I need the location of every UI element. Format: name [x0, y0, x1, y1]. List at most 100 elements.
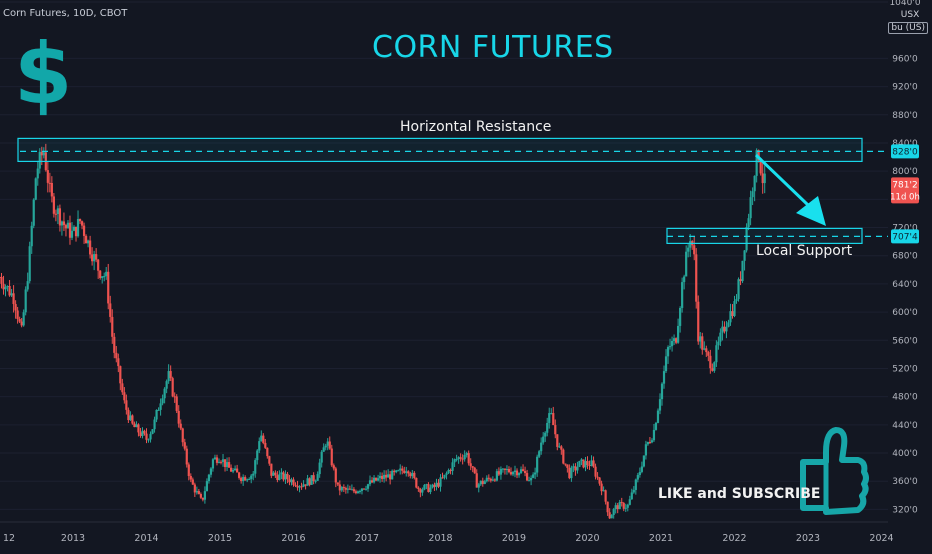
candle-body	[626, 504, 629, 508]
candle-body	[513, 470, 517, 473]
time-axis: 12 2013 2014 2015 2016 2017 2018 2019 2020 2021 20…	[0, 521, 894, 544]
candle-body	[378, 475, 382, 479]
candle-body	[751, 191, 754, 198]
candle-body	[334, 468, 337, 483]
candle-body	[453, 459, 456, 463]
candle-body	[427, 484, 430, 493]
candle-body	[499, 468, 503, 475]
candle-body	[242, 477, 245, 482]
candle-body	[161, 398, 164, 404]
candle-body	[584, 461, 587, 468]
candle-body	[648, 442, 652, 444]
candle-body	[179, 423, 182, 429]
support-price-tag-bg	[891, 229, 919, 244]
candle-body	[675, 338, 678, 343]
candle-body	[664, 356, 668, 372]
candle-body	[50, 182, 53, 197]
candle-body	[20, 321, 23, 326]
candle-body	[262, 435, 265, 443]
candle-body	[554, 425, 557, 435]
candle-body	[590, 460, 593, 466]
candle-body	[459, 457, 462, 459]
candle-body	[747, 218, 750, 228]
candle-body	[465, 453, 468, 455]
candle-body	[201, 497, 204, 500]
candle-body	[272, 472, 275, 476]
candle-body	[662, 371, 666, 384]
candle-body	[141, 430, 144, 436]
candle-body	[578, 460, 581, 467]
candle-body	[181, 428, 184, 443]
candle-body	[258, 441, 261, 451]
candle-body	[350, 489, 353, 491]
candle-body	[534, 472, 537, 475]
candle-body	[515, 470, 519, 476]
candle-body	[586, 461, 589, 466]
candle-body	[485, 477, 488, 482]
candle-body	[209, 468, 213, 475]
candle-body	[260, 435, 263, 442]
candle-body	[753, 175, 756, 192]
candle-body	[332, 465, 335, 469]
resistance-price-tag: 828'0	[892, 147, 918, 157]
candle-body	[395, 470, 398, 473]
candle-body	[449, 470, 452, 472]
candle-body	[372, 477, 376, 483]
candle-body	[28, 246, 31, 282]
resistance-zone	[17, 137, 863, 163]
thumbs-up-icon[interactable]	[800, 427, 869, 515]
candle-body	[525, 473, 529, 481]
candle-body	[356, 491, 360, 494]
candle-body	[443, 474, 446, 478]
candle-body	[74, 226, 78, 237]
candle-body	[48, 182, 51, 184]
candle-body	[240, 477, 243, 482]
candle-body	[677, 325, 680, 343]
candle-body	[268, 456, 271, 464]
candle-body	[519, 469, 523, 473]
x-tick-label: 2019	[502, 533, 526, 544]
candle-body	[274, 472, 277, 476]
candle-body	[731, 311, 734, 317]
candle-body	[221, 459, 225, 463]
unit-label[interactable]: bu (US)	[888, 22, 928, 34]
candle-body	[699, 336, 702, 342]
x-tick-label: 2015	[208, 533, 232, 544]
currency-label[interactable]: USX	[900, 10, 920, 20]
candle-body	[735, 299, 738, 302]
candle-body	[300, 486, 303, 488]
candle-body	[425, 484, 428, 486]
candle-body	[115, 352, 118, 359]
candle-body	[203, 491, 206, 500]
candle-body	[284, 473, 287, 480]
candle-body	[111, 316, 114, 337]
candle-body	[550, 413, 553, 415]
candle-body	[270, 463, 273, 476]
candle-body	[610, 515, 613, 519]
symbol-title[interactable]: Corn Futures, 10D, CBOT	[3, 8, 128, 19]
candle-body	[252, 473, 255, 476]
candle-body	[38, 151, 41, 169]
candle-body	[743, 250, 746, 261]
candle-body	[316, 474, 319, 481]
candle-body	[612, 509, 615, 516]
candle-body	[749, 197, 752, 219]
candle-body	[431, 484, 434, 488]
y-tick-label: 640'0	[892, 280, 918, 290]
candle-body	[368, 480, 372, 485]
candle-body	[497, 471, 500, 475]
candle-body	[622, 503, 625, 509]
candle-body	[455, 459, 458, 461]
candle-body	[366, 484, 370, 489]
candle-body	[757, 150, 760, 161]
x-tick-label: 2023	[796, 533, 820, 544]
candle-body	[10, 293, 13, 296]
candle-body	[666, 347, 670, 357]
candle-body	[133, 423, 136, 428]
candles	[0, 143, 766, 519]
candle-body	[604, 490, 607, 502]
candle-body	[656, 410, 660, 423]
candle-body	[739, 279, 742, 282]
